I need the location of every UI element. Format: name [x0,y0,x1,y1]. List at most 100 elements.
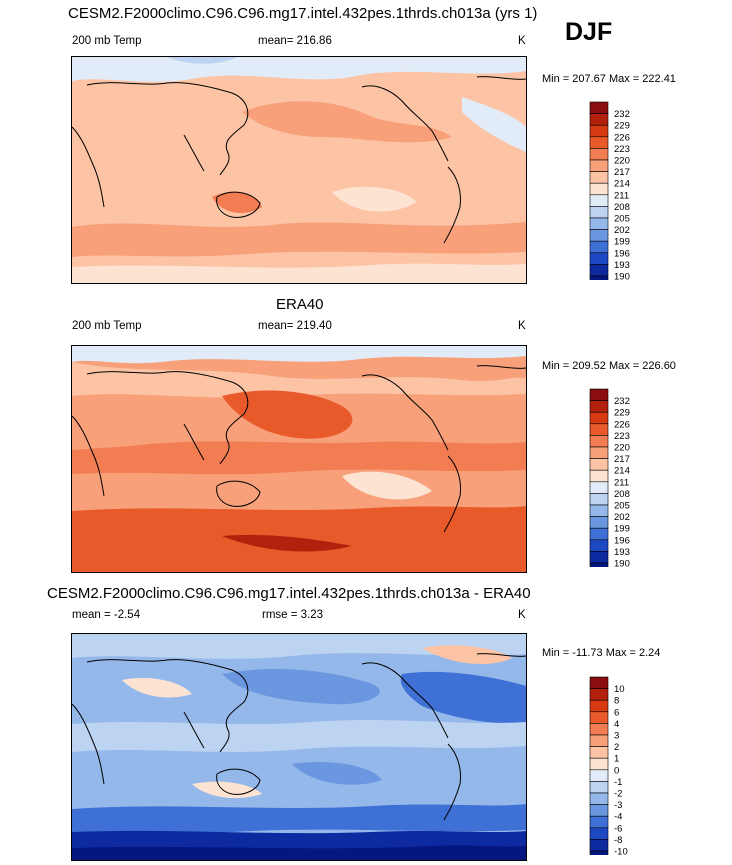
colorbar-swatch [589,388,609,401]
panel-2-min-max: Min = 209.52 Max = 226.60 [542,360,676,372]
colorbar-swatch [589,194,609,207]
colorbar-swatch [589,815,609,829]
panel-1-units: K [518,35,526,47]
panel-1-arctic-cold-band [72,57,526,82]
colorbar-tick-label: 208 [614,202,630,213]
colorbar-tick-label: 220 [614,443,630,454]
colorbar-swatch [589,504,609,517]
panel-1-antarctic-band [72,263,526,283]
colorbar-tick-label: 10 [614,684,625,695]
panel-3-australia-outline [216,768,261,795]
colorbar-swatch [589,699,609,713]
panel-3-title: CESM2.F2000climo.C96.C96.mg17.intel.432p… [47,585,531,602]
colorbar-swatch [589,159,609,172]
panel-2-greenland-coast [476,365,526,369]
panel-3-arctic-band [72,634,526,659]
colorbar-tick-label: 214 [614,179,630,190]
colorbar-tick-label: 208 [614,489,630,500]
colorbar-tick-label: 229 [614,408,630,419]
panel-2-northern-cool-band [72,362,526,398]
panel-2-colorbar: 232 229 226 223 220 217 214 211 208 205 202 199 196 1… [588,387,668,567]
colorbar-swatch [589,769,609,782]
colorbar-swatch [589,850,609,855]
colorbar-swatch [589,229,609,242]
colorbar-swatch [589,101,609,114]
colorbar-swatch [589,423,609,436]
colorbar-swatch [589,781,609,794]
panel-1-australia-outline [216,191,261,218]
colorbar-swatch [589,676,609,689]
panel-3-southern-cold-band [72,804,526,834]
colorbar-tick-label: 205 [614,501,630,512]
season-label: DJF [565,18,613,46]
colorbar-tick-label: -4 [614,812,622,823]
colorbar-swatch [589,804,609,817]
panel-3-coastlines [72,653,526,821]
colorbar-tick-label: 193 [614,260,630,271]
panel-2-india-coast [183,423,205,461]
colorbar-tick-label: 4 [614,719,619,730]
panel-3-asia-coast [86,659,249,753]
panel-3-tropical-band [72,720,526,752]
panel-2-mean-label: mean= 219.40 [258,320,332,332]
panel-3-rmse-label: rmse = 3.23 [262,609,324,621]
colorbar-tick-label: 229 [614,121,630,132]
panel-1-southern-warm-band [72,222,526,257]
panel-2-south-america-coast [443,455,461,533]
colorbar-swatch [589,839,609,852]
panel-2-coastlines [72,365,526,533]
panel-1-coastlines [72,76,526,244]
panel-3-greenland-coast [476,653,526,657]
colorbar-tick-label: 223 [614,431,630,442]
panel-2-asia-coast [86,371,249,465]
colorbar-swatch [589,827,609,840]
colorbar-tick-label: 193 [614,547,630,558]
colorbar-swatch [589,539,609,552]
panel-1-asia-coast [86,82,249,176]
panel-3-pacific-cold-band [222,669,380,705]
colorbar-tick-label: 217 [614,454,630,465]
panel-3-south-america-coast [443,743,461,821]
colorbar-tick-label: 199 [614,237,630,248]
colorbar-tick-label: 232 [614,396,630,407]
colorbar-swatch [589,792,609,805]
panel-3-min-max: Min = -11.73 Max = 2.24 [542,647,661,659]
colorbar-tick-label: -6 [614,823,622,834]
colorbar-tick-label: 196 [614,248,630,259]
panel-3-south-pacific-cold-patch [292,761,382,785]
colorbar-swatch [589,217,609,230]
colorbar-swatch [589,435,609,448]
colorbar-swatch [589,723,609,736]
colorbar-tick-label: 0 [614,765,619,776]
panel-1-south-pacific-cool-patch [332,186,417,212]
colorbar-swatch [589,688,609,701]
panel-2-map [71,345,527,573]
colorbar-swatch [589,551,609,564]
colorbar-swatch [589,275,609,280]
colorbar-swatch [589,124,609,138]
panel-1-north-america-coast [361,85,449,162]
colorbar-tick-label: 2 [614,742,619,753]
panel-2-units: K [518,320,526,332]
colorbar-tick-label: 223 [614,144,630,155]
colorbar-swatch [589,148,609,161]
colorbar-swatch [589,746,609,759]
colorbar-swatch [589,458,609,471]
panel-1-colorbar-svg: 2322292262232202172142112082052021991961… [589,101,630,280]
colorbar-tick-label: 214 [614,466,630,477]
colorbar-tick-label: 199 [614,524,630,535]
panel-1-min-max: Min = 207.67 Max = 222.41 [542,73,676,85]
colorbar-swatch [589,206,609,219]
colorbar-tick-label: 3 [614,731,619,742]
colorbar-tick-label: 8 [614,696,619,707]
colorbar-tick-label: 211 [614,190,629,201]
panel-1-australia-warm-core [212,191,262,213]
colorbar-swatch [589,516,609,529]
panel-2-southern-warm-core [222,534,352,552]
panel-3-map-canvas [72,634,526,860]
panel-1-variable-label: 200 mb Temp [72,35,142,47]
panel-2-south-pacific-cool-patch [342,471,432,500]
panel-1-pacific-warm-band [242,101,452,143]
panel-2-variable-label: 200 mb Temp [72,320,142,332]
colorbar-tick-label: 202 [614,512,630,523]
